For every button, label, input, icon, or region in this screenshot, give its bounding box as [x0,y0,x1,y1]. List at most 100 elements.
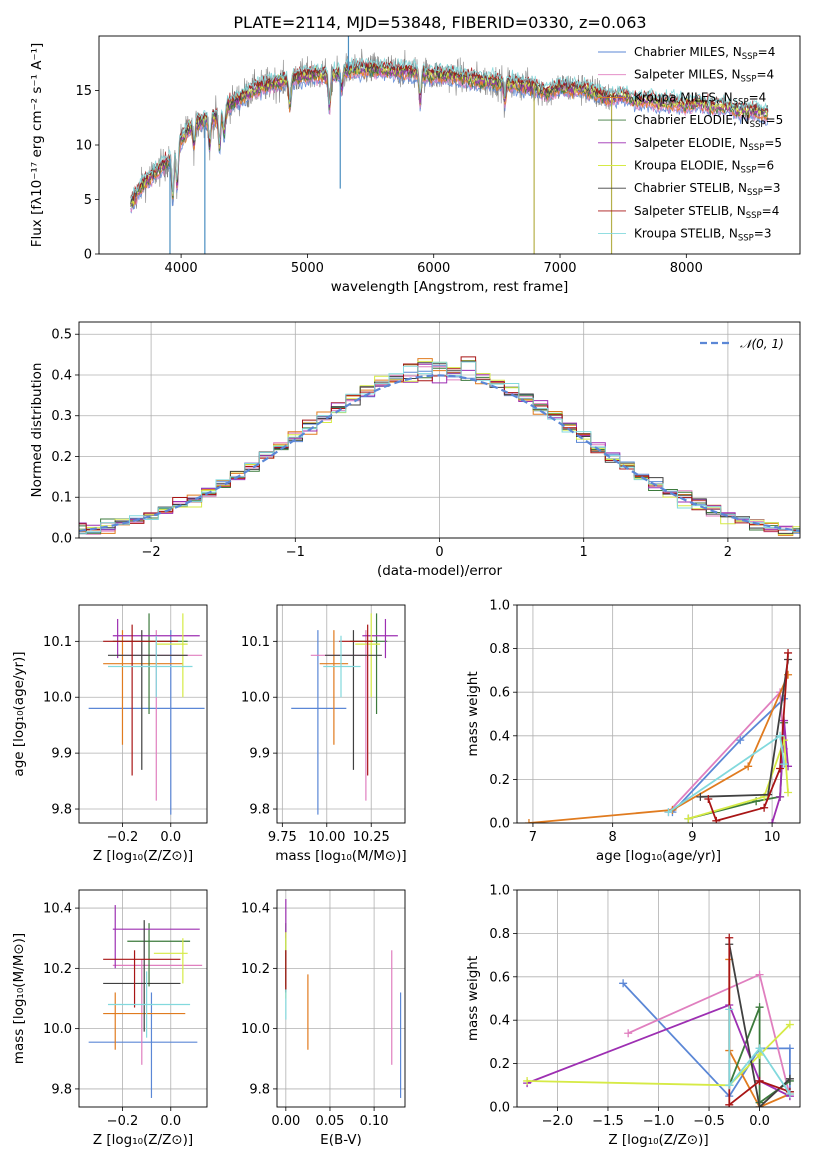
y-tick-label: 10.1 [241,635,270,650]
y-tick-label: 0.6 [489,970,510,985]
ebv-mass-panel: 0.00 0.05 0.10 9.8 10.0 10.2 10.4 E(B-V) [241,889,406,1148]
legend-label-text: Chabrier STELIB, N [634,181,747,195]
legend-label-text: Kroupa ELODIE, N [634,159,741,173]
legend-label-sub: SSP [741,166,757,176]
weight-point-marker [784,788,793,797]
x-tick-label: 9.75 [268,830,297,845]
legend-label: Salpeter STELIB, NSSP=4 [634,204,779,221]
x-axis-label: Z [log₁₀(Z/Z⊙)] [93,848,193,864]
weight-point-marker [755,1044,764,1053]
y-tick-label: 10 [75,139,92,154]
legend-label-sub: SSP [738,234,754,244]
plot-area [130,36,769,254]
legend-label-text: Salpeter ELODIE, N [634,136,748,150]
y-tick-label: 0.2 [489,1057,510,1072]
y-tick-label: 0.5 [51,328,72,343]
plot-area [523,933,794,1107]
x-tick-label: 1 [580,545,588,560]
model-spectrum-line [130,57,769,200]
x-axis-label: mass [log₁₀(M/M⊙)] [275,848,406,864]
y-tick-label: 0.4 [489,729,510,744]
age-weight-panel: 7 8 9 10 0.0 0.2 0.4 0.6 0.8 1.0 age [log₁₀(age/yr… [465,599,801,864]
y-tick-label: 0.2 [489,773,510,788]
y-tick-label: 10.0 [241,1022,270,1037]
x-tick-label: −1.0 [643,1114,675,1129]
legend-label-eq: =5 [764,136,782,150]
legend-label-eq: =5 [766,113,784,127]
weight-series-line [528,674,789,823]
y-axis-label: mass [log₁₀(M/M⊙)] [11,933,27,1064]
x-tick-label: 0.10 [360,1114,389,1129]
y-tick-label: 0.0 [489,1101,510,1116]
weight-point-marker [619,979,628,988]
weight-point-marker [524,819,533,823]
x-tick-label: 4000 [165,261,198,276]
y-axis-label: age [log₁₀(age/yr)] [11,651,27,776]
weight-point-marker [744,762,753,771]
axes-frame [516,889,801,1108]
legend-label-eq: =3 [763,181,781,195]
x-tick-label: −0.2 [107,830,139,845]
plot-area [88,613,205,815]
legend-label-sub: SSP [747,188,763,198]
weight-point-marker [684,814,693,823]
legend-label-text: Chabrier ELODIE, N [634,113,750,127]
weight-point-marker [755,1103,764,1107]
y-tick-label: 9.8 [51,803,72,818]
weight-point-marker [780,760,789,769]
y-tick-label: 10.1 [43,635,72,650]
x-tick-label: 0 [435,545,443,560]
x-axis-label: Z [log₁₀(Z/Z⊙)] [608,1132,708,1148]
x-tick-label: 5000 [291,261,324,276]
x-axis-label: E(B-V) [320,1132,362,1148]
y-tick-label: 10.4 [43,902,72,917]
legend-label-eq: =4 [749,90,767,104]
residuals-panel: −2 −1 0 1 2 0.0 0.1 0.2 0.3 0.4 0.5 (data-model)/er… [29,321,801,579]
weight-point-marker [725,1100,734,1107]
z-mass-panel: −0.2 0.0 9.8 10.0 10.2 10.4 Z [log₁₀(Z/Z⊙)] mas… [11,889,208,1148]
plot-area [79,356,800,536]
weight-point-marker [523,1076,532,1085]
y-tick-label: 9.9 [51,747,72,762]
axes-frame [516,604,801,824]
legend-label-text: Salpeter MILES, N [634,68,741,82]
y-axis-label: mass weight [465,956,481,1041]
legend-label-text: Salpeter STELIB, N [634,204,746,218]
axes-frame [78,889,208,1108]
z-weight-panel: −2.0 −1.5 −1.0 −0.5 0.0 0.0 0.2 0.4 0.6 0.8 1.0 Z [… [465,884,801,1148]
y-tick-label: 10.0 [241,691,270,706]
y-tick-label: 0.3 [51,409,72,424]
y-tick-label: 0.4 [489,1014,510,1029]
legend-label: 𝒩(0, 1) [740,337,784,351]
mass-age-panel: 9.75 10.00 10.25 9.8 9.9 10.0 10.1 mass [log₁₀(… [241,604,407,864]
axes-frame [276,604,406,824]
legend-label-sub: SSP [746,211,762,221]
normal-curve [79,374,800,532]
x-tick-label: −2.0 [542,1114,574,1129]
x-tick-label: 0.05 [315,1114,344,1129]
y-tick-label: 0.8 [489,927,510,942]
axes-frame [78,604,208,824]
x-tick-label: 10 [764,830,781,845]
y-tick-label: 10.2 [43,962,72,977]
x-tick-label: −0.2 [107,1114,139,1129]
legend-label-eq: =4 [762,204,780,218]
y-tick-label: 9.8 [249,1082,270,1097]
weight-point-marker [664,808,673,817]
plot-area [291,613,398,815]
y-tick-label: 9.8 [249,803,270,818]
y-tick-label: 0.0 [51,532,72,547]
weight-point-marker [696,792,705,801]
weight-point-marker [785,1089,794,1098]
plot-area [285,899,402,1098]
legend-label-sub: SSP [741,75,757,85]
weight-point-marker [725,1081,734,1090]
y-tick-label: 5 [84,193,92,208]
y-tick-label: 0 [84,248,92,263]
x-axis-label: Z [log₁₀(Z/Z⊙)] [93,1132,193,1148]
legend-label-text: Chabrier MILES, N [634,45,742,59]
legend-label: Kroupa STELIB, NSSP=3 [634,227,772,244]
x-tick-label: 0.0 [160,830,181,845]
x-tick-label: 10.25 [353,830,390,845]
